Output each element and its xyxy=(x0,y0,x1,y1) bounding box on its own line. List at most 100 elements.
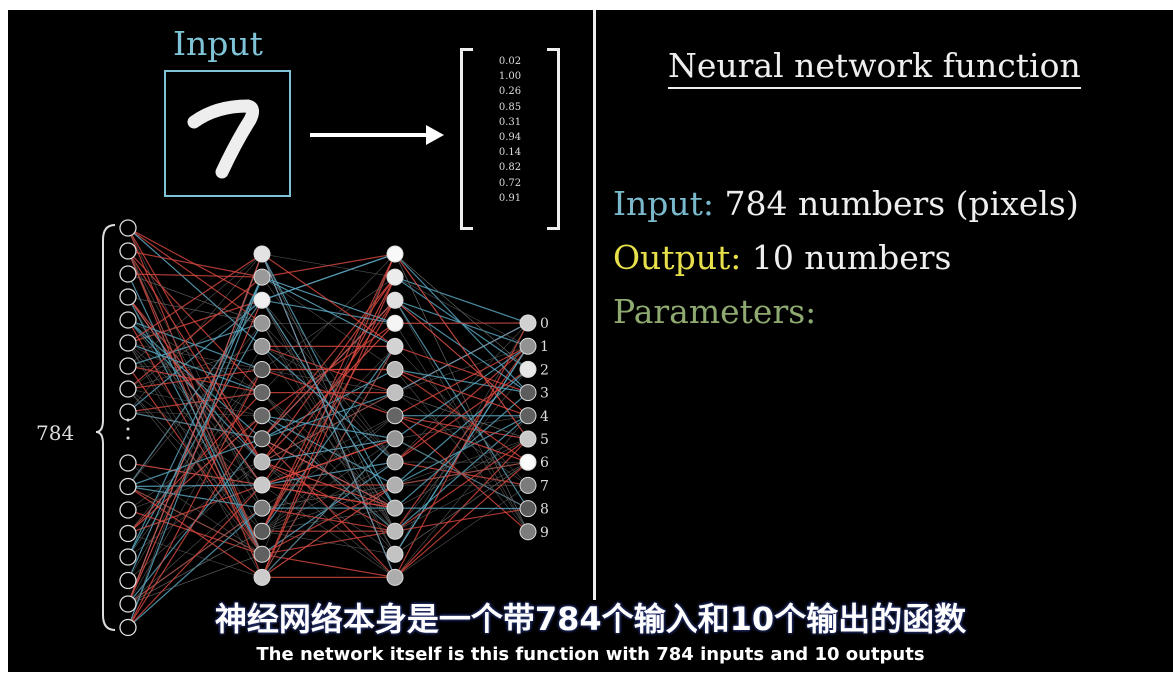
connection xyxy=(395,300,528,508)
neuron xyxy=(120,266,136,282)
connection xyxy=(395,369,528,485)
connection xyxy=(128,487,262,578)
output-label: 1 xyxy=(540,339,549,355)
output-label: 9 xyxy=(540,525,549,541)
neuron xyxy=(387,246,403,262)
neuron xyxy=(520,315,536,331)
neuron xyxy=(387,362,403,378)
neuron xyxy=(387,408,403,424)
neuron xyxy=(387,385,403,401)
input-count: 784 xyxy=(36,421,74,445)
neuron xyxy=(387,269,403,285)
connection xyxy=(262,439,395,462)
neuron xyxy=(120,479,136,495)
connection xyxy=(262,300,395,554)
neuron xyxy=(387,454,403,470)
neuron xyxy=(387,431,403,447)
neuron xyxy=(520,477,536,493)
connection xyxy=(262,254,395,300)
output-label: 3 xyxy=(540,386,549,402)
neuron xyxy=(120,220,136,236)
neuron xyxy=(387,315,403,331)
neuron xyxy=(387,546,403,562)
output-label: 7 xyxy=(540,478,549,494)
neuron xyxy=(120,335,136,351)
neuron xyxy=(520,454,536,470)
neuron xyxy=(120,312,136,328)
neuron xyxy=(120,573,136,589)
connection xyxy=(128,370,262,628)
connection xyxy=(262,277,395,346)
subtitle-en: The network itself is this function with… xyxy=(8,644,1173,665)
connection xyxy=(128,485,262,487)
connection xyxy=(262,554,395,577)
connection xyxy=(395,277,528,346)
connection xyxy=(395,416,528,463)
output-label: 8 xyxy=(540,502,549,518)
page: Input 0.021.000.260.850.310.940.140.820.… xyxy=(0,0,1173,684)
heading: Neural network function xyxy=(668,46,1081,89)
neuron xyxy=(254,385,270,401)
neuron xyxy=(254,246,270,262)
output-label: 0 xyxy=(540,316,549,332)
neuron xyxy=(120,549,136,565)
neuron xyxy=(387,338,403,354)
ellipsis-dot xyxy=(127,437,130,440)
neuron xyxy=(520,338,536,354)
output-text: 10 numbers xyxy=(752,238,952,277)
neuron xyxy=(520,361,536,377)
neuron xyxy=(254,477,270,493)
input-text: 784 numbers (pixels) xyxy=(725,184,1079,223)
connection xyxy=(395,508,528,509)
output-label: 6 xyxy=(540,455,549,471)
neuron xyxy=(387,292,403,308)
ellipsis-dot xyxy=(127,419,130,422)
neuron xyxy=(254,431,270,447)
neuron xyxy=(254,362,270,378)
neuron xyxy=(254,454,270,470)
network: 7840123456789 xyxy=(8,10,598,672)
neuron xyxy=(254,546,270,562)
neuron xyxy=(120,243,136,259)
neuron xyxy=(520,385,536,401)
neuron xyxy=(120,526,136,542)
divider xyxy=(593,10,596,600)
input-line: Input: 784 numbers (pixels) xyxy=(613,184,1079,223)
connection xyxy=(395,277,528,323)
neuron xyxy=(520,431,536,447)
connection xyxy=(128,254,262,604)
output-label: 4 xyxy=(540,409,549,425)
output-line: Output: 10 numbers xyxy=(613,238,951,277)
connection xyxy=(395,485,528,577)
neuron xyxy=(120,381,136,397)
neuron xyxy=(254,523,270,539)
neuron xyxy=(254,500,270,516)
connection xyxy=(262,393,395,532)
output-label: 5 xyxy=(540,432,549,448)
neuron xyxy=(254,569,270,585)
neuron xyxy=(520,408,536,424)
neuron xyxy=(254,269,270,285)
neuron xyxy=(387,523,403,539)
neuron xyxy=(520,524,536,540)
output-label: Output: xyxy=(613,238,741,277)
connection xyxy=(395,254,528,439)
neuron xyxy=(254,338,270,354)
neuron xyxy=(120,455,136,471)
neuron xyxy=(120,289,136,305)
neuron xyxy=(254,315,270,331)
neuron xyxy=(120,502,136,518)
input-brace xyxy=(96,225,115,630)
neuron xyxy=(520,501,536,517)
neuron xyxy=(120,404,136,420)
input-label: Input: xyxy=(613,184,714,223)
connection xyxy=(262,254,395,346)
subtitle-zh: 神经网络本身是一个带784个输入和10个输出的函数 xyxy=(8,594,1173,640)
connections xyxy=(128,228,528,628)
neuron xyxy=(387,477,403,493)
neuron xyxy=(120,358,136,374)
neuron xyxy=(254,292,270,308)
neuron xyxy=(387,569,403,585)
connection xyxy=(262,300,395,508)
